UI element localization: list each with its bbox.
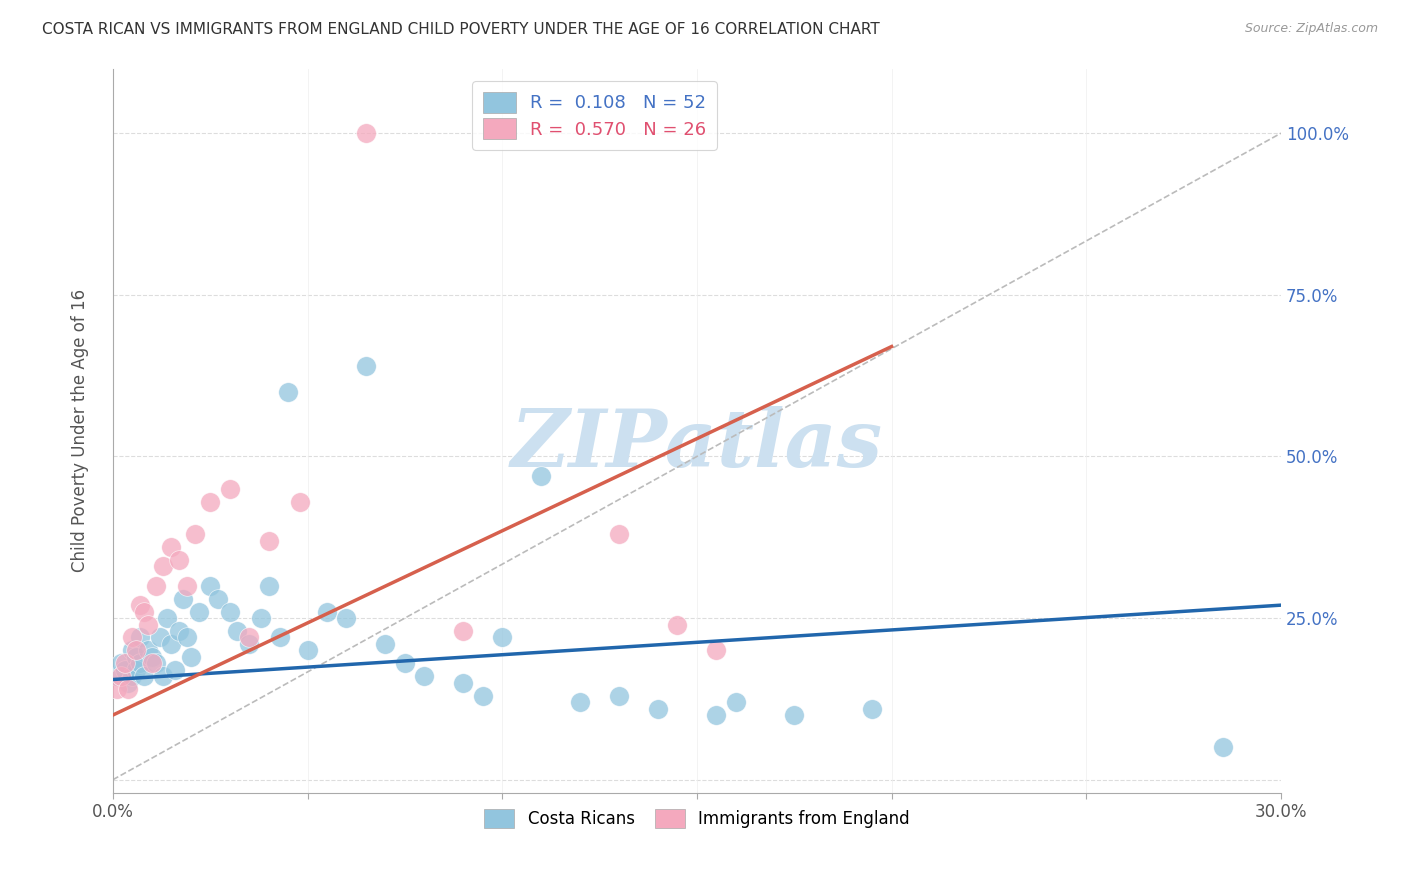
Point xyxy=(105,682,128,697)
Y-axis label: Child Poverty Under the Age of 16: Child Poverty Under the Age of 16 xyxy=(72,289,89,572)
Point xyxy=(218,482,240,496)
Point xyxy=(198,494,221,508)
Point xyxy=(129,657,152,671)
Point xyxy=(176,579,198,593)
Point xyxy=(141,657,163,671)
Point xyxy=(125,643,148,657)
Point xyxy=(136,617,159,632)
Point xyxy=(110,669,132,683)
Point xyxy=(198,579,221,593)
Point xyxy=(172,591,194,606)
Point xyxy=(114,657,136,671)
Point xyxy=(145,579,167,593)
Point xyxy=(165,663,187,677)
Point xyxy=(238,637,260,651)
Point xyxy=(160,540,183,554)
Point xyxy=(647,701,669,715)
Point xyxy=(297,643,319,657)
Point xyxy=(724,695,747,709)
Point xyxy=(316,605,339,619)
Point xyxy=(117,675,139,690)
Point xyxy=(249,611,271,625)
Point xyxy=(141,649,163,664)
Point xyxy=(238,631,260,645)
Point xyxy=(471,689,494,703)
Point xyxy=(110,657,132,671)
Point xyxy=(491,631,513,645)
Point xyxy=(132,669,155,683)
Point xyxy=(187,605,209,619)
Point xyxy=(607,527,630,541)
Point xyxy=(277,384,299,399)
Point xyxy=(257,579,280,593)
Point xyxy=(453,624,475,638)
Point xyxy=(129,598,152,612)
Point xyxy=(117,682,139,697)
Point xyxy=(129,631,152,645)
Point xyxy=(132,605,155,619)
Point xyxy=(218,605,240,619)
Text: Source: ZipAtlas.com: Source: ZipAtlas.com xyxy=(1244,22,1378,36)
Point xyxy=(125,649,148,664)
Point xyxy=(607,689,630,703)
Point xyxy=(569,695,592,709)
Point xyxy=(257,533,280,548)
Point xyxy=(394,657,416,671)
Point xyxy=(335,611,357,625)
Point xyxy=(148,631,170,645)
Legend: Costa Ricans, Immigrants from England: Costa Ricans, Immigrants from England xyxy=(478,803,917,835)
Point xyxy=(783,708,806,723)
Point xyxy=(354,126,377,140)
Point xyxy=(121,631,143,645)
Point xyxy=(1212,740,1234,755)
Point xyxy=(706,708,728,723)
Text: ZIPatlas: ZIPatlas xyxy=(510,407,883,483)
Point xyxy=(176,631,198,645)
Point xyxy=(354,359,377,373)
Point xyxy=(666,617,689,632)
Point xyxy=(167,624,190,638)
Point xyxy=(207,591,229,606)
Point xyxy=(453,675,475,690)
Point xyxy=(288,494,311,508)
Point xyxy=(226,624,249,638)
Point xyxy=(125,663,148,677)
Point xyxy=(180,649,202,664)
Point xyxy=(160,637,183,651)
Point xyxy=(145,657,167,671)
Point xyxy=(530,468,553,483)
Point xyxy=(374,637,396,651)
Point xyxy=(706,643,728,657)
Point xyxy=(269,631,291,645)
Point xyxy=(167,553,190,567)
Point xyxy=(156,611,179,625)
Point xyxy=(121,643,143,657)
Point xyxy=(413,669,436,683)
Point xyxy=(121,669,143,683)
Point xyxy=(152,559,174,574)
Point xyxy=(860,701,883,715)
Point xyxy=(152,669,174,683)
Point xyxy=(183,527,205,541)
Point xyxy=(136,643,159,657)
Point xyxy=(114,663,136,677)
Point xyxy=(105,669,128,683)
Text: COSTA RICAN VS IMMIGRANTS FROM ENGLAND CHILD POVERTY UNDER THE AGE OF 16 CORRELA: COSTA RICAN VS IMMIGRANTS FROM ENGLAND C… xyxy=(42,22,880,37)
